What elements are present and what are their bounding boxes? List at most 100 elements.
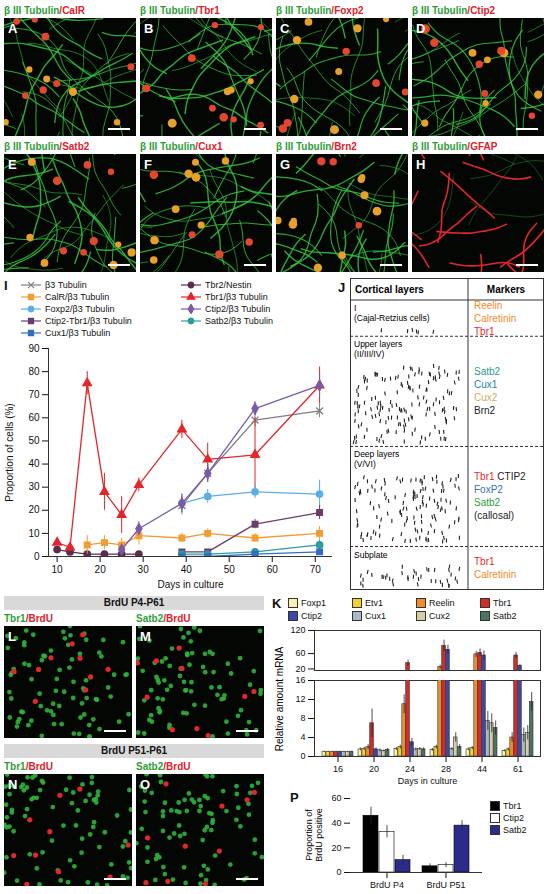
html-text:Foxp2/β3 Tubulin: Foxp2/β3 Tubulin: [45, 304, 115, 314]
html-text:Tbr1 /BrdU: Tbr1 /BrdU: [4, 761, 53, 772]
svg-text:Tbr1: Tbr1: [474, 326, 495, 337]
html-text:BrdU P4-P61: BrdU P4-P61: [103, 597, 165, 608]
html-text:Ctip2-Tbr1/β3 Tubulin: Ctip2-Tbr1/β3 Tubulin: [45, 316, 132, 326]
svg-text:Days in culture: Days in culture: [398, 776, 458, 786]
html-text:Ctip2/β3 Tubulin: Ctip2/β3 Tubulin: [205, 304, 271, 314]
svg-text:Upper layers: Upper layers: [354, 339, 402, 349]
html-text:Satb2/β3 Tubulin: Satb2/β3 Tubulin: [205, 316, 273, 326]
svg-text:BrdU P4: BrdU P4: [370, 880, 404, 890]
html-text:BrdU P51-P61: BrdU P51-P61: [100, 745, 168, 756]
svg-text:Subplate: Subplate: [354, 550, 388, 560]
svg-text:Satb2: Satb2: [474, 366, 501, 377]
svg-text:50: 50: [224, 564, 236, 575]
svg-text:80: 80: [28, 366, 40, 377]
svg-text:60: 60: [267, 564, 279, 575]
svg-text:20: 20: [28, 504, 40, 515]
svg-text:(V/VI): (V/VI): [354, 459, 376, 469]
svg-text:I: I: [354, 303, 356, 313]
svg-text:Reelin: Reelin: [474, 300, 502, 311]
svg-text:Satb2: Satb2: [474, 497, 501, 508]
svg-text:0: 0: [300, 751, 305, 761]
html-text:Cux1/β3 Tubulin: Cux1/β3 Tubulin: [45, 328, 111, 338]
html-text:β III Tubulin /Tbr1: β III Tubulin /Tbr1: [140, 5, 220, 16]
svg-text:4: 4: [300, 732, 305, 742]
svg-text:Deep layers: Deep layers: [354, 449, 399, 459]
svg-text:12: 12: [295, 694, 305, 704]
svg-text:10: 10: [28, 528, 40, 539]
html-text:Tbr2/Nestin: Tbr2/Nestin: [205, 280, 252, 290]
svg-text:D: D: [416, 21, 425, 36]
svg-text:(callosal): (callosal): [474, 510, 514, 521]
svg-text:Tbr1: Tbr1: [474, 556, 495, 567]
html-text:CalR/β3 Tubulin: CalR/β3 Tubulin: [45, 292, 110, 302]
svg-text:120: 120: [290, 625, 305, 635]
html-text:β III Tubulin /CalR: β III Tubulin /CalR: [4, 5, 85, 16]
svg-text:40: 40: [331, 818, 341, 828]
svg-text:20: 20: [369, 764, 379, 774]
svg-text:40: 40: [181, 564, 193, 575]
svg-text:20: 20: [95, 564, 107, 575]
svg-text:B: B: [144, 21, 153, 36]
html-text:β III Tubulin /GFAP: β III Tubulin /GFAP: [412, 141, 498, 152]
svg-text:Brn2: Brn2: [474, 405, 496, 416]
svg-text:BrdU positive: BrdU positive: [314, 808, 324, 862]
svg-text:N: N: [8, 777, 17, 792]
svg-text:BrdU P51: BrdU P51: [426, 880, 465, 890]
svg-text:61: 61: [513, 764, 523, 774]
svg-text:16: 16: [333, 764, 343, 774]
html-text:β III Tubulin /Ctip2: β III Tubulin /Ctip2: [412, 5, 496, 16]
svg-text:60: 60: [28, 412, 40, 423]
svg-text:16: 16: [295, 676, 305, 685]
svg-text:Cortical layers: Cortical layers: [355, 284, 424, 295]
svg-text:A: A: [8, 21, 18, 36]
svg-text:28: 28: [441, 764, 451, 774]
svg-text:20: 20: [295, 664, 305, 674]
svg-text:24: 24: [405, 764, 415, 774]
svg-text:20: 20: [331, 843, 341, 853]
svg-text:0: 0: [34, 551, 40, 562]
html-text:Tbr1 /BrdU: Tbr1 /BrdU: [4, 613, 53, 624]
svg-text:Tbr1 CTIP2: Tbr1 CTIP2: [474, 471, 526, 482]
svg-text:Proportion of cells (%): Proportion of cells (%): [4, 403, 15, 501]
svg-text:O: O: [140, 777, 150, 792]
svg-text:10: 10: [52, 564, 64, 575]
svg-text:Relative amount mRNA: Relative amount mRNA: [274, 646, 285, 751]
html-text:β III Tubulin /Cux1: β III Tubulin /Cux1: [140, 141, 223, 152]
svg-text:F: F: [144, 157, 152, 172]
svg-text:C: C: [280, 21, 290, 36]
html-text:β III Tubulin /Satb2: β III Tubulin /Satb2: [4, 141, 90, 152]
html-text:Tbr1/β3 Tubulin: Tbr1/β3 Tubulin: [205, 292, 268, 302]
svg-text:Proportion of: Proportion of: [304, 809, 314, 861]
svg-text:70: 70: [28, 389, 40, 400]
svg-text:E: E: [8, 157, 17, 172]
svg-text:70: 70: [310, 564, 322, 575]
svg-text:44: 44: [477, 764, 487, 774]
html-text:β III Tubulin /Foxp2: β III Tubulin /Foxp2: [276, 5, 364, 16]
svg-text:50: 50: [28, 435, 40, 446]
html-text:Satb2 /BrdU: Satb2 /BrdU: [136, 761, 191, 772]
svg-text:Days in culture: Days in culture: [157, 579, 224, 590]
svg-text:Cux1: Cux1: [474, 379, 498, 390]
svg-text:H: H: [416, 157, 425, 172]
svg-text:Markers: Markers: [487, 284, 526, 295]
svg-text:G: G: [280, 157, 290, 172]
svg-text:8: 8: [300, 713, 305, 723]
svg-text:60: 60: [331, 793, 341, 803]
svg-text:FoxP2: FoxP2: [474, 484, 503, 495]
svg-text:90: 90: [28, 343, 40, 354]
svg-text:0: 0: [336, 867, 341, 877]
svg-text:40: 40: [28, 458, 40, 469]
svg-text:60: 60: [295, 648, 305, 658]
svg-text:Calretinin: Calretinin: [474, 569, 516, 580]
svg-text:M: M: [140, 629, 151, 644]
svg-text:30: 30: [138, 564, 150, 575]
html-text:Satb2 /BrdU: Satb2 /BrdU: [136, 613, 191, 624]
svg-text:L: L: [8, 629, 16, 644]
svg-text:(II/III/IV): (II/III/IV): [354, 349, 384, 359]
svg-text:Cux2: Cux2: [474, 392, 498, 403]
html-text:β3 Tubulin: β3 Tubulin: [45, 280, 87, 290]
svg-text:(Cajal-Retzius cells): (Cajal-Retzius cells): [354, 313, 430, 323]
html-text:β III Tubulin /Brn2: β III Tubulin /Brn2: [276, 141, 357, 152]
svg-text:30: 30: [28, 481, 40, 492]
svg-text:Calretinin: Calretinin: [474, 313, 516, 324]
